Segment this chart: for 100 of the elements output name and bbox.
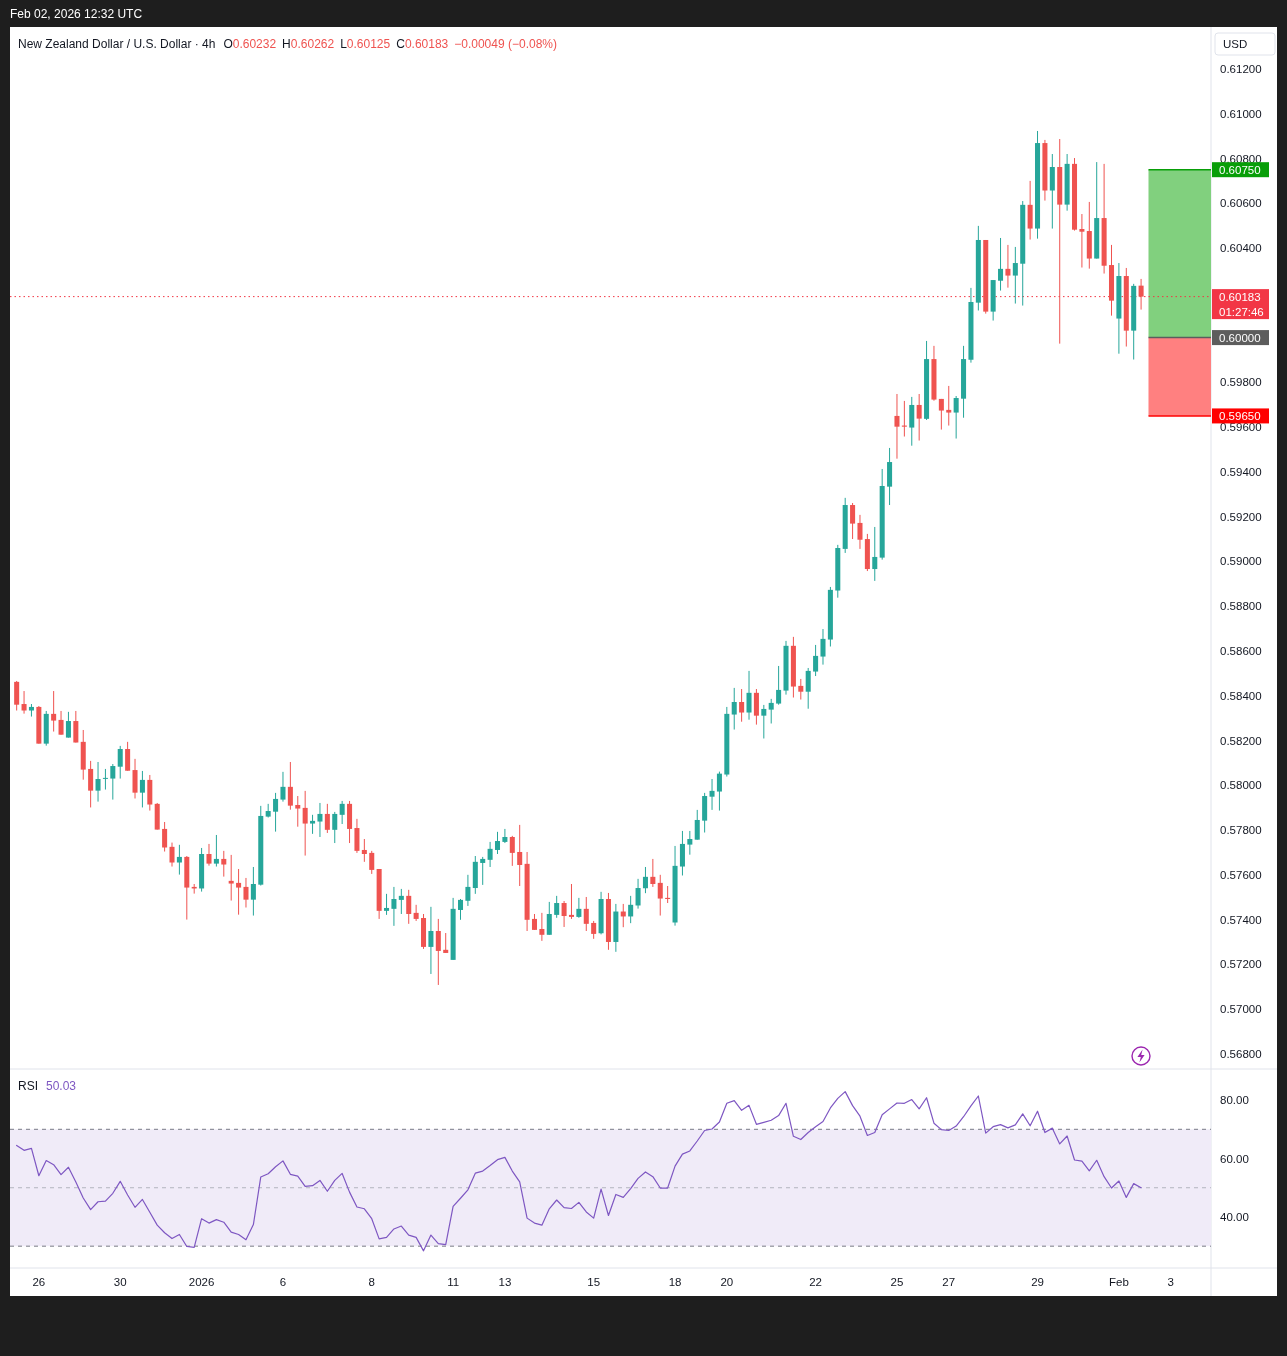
candlestick (1012, 246, 1018, 305)
y-tick-label: 0.60800 (1220, 152, 1262, 165)
candlestick (413, 904, 419, 922)
candlestick (753, 688, 759, 726)
y-tick-label: 0.56800 (1220, 1047, 1262, 1060)
x-tick-label: 22 (809, 1276, 822, 1288)
x-tick-label: Feb (1108, 1276, 1129, 1288)
candlestick (117, 745, 123, 780)
annotation: −0.00049 (−0.08%) (454, 37, 558, 51)
ref-line-label: 0.60000 (1219, 331, 1261, 344)
x-tick-label: 25 (890, 1276, 904, 1288)
y-tick-label: 0.59600 (1220, 421, 1262, 434)
y-tick-label: 0.61200 (1220, 62, 1262, 75)
x-tick-label: 30 (113, 1276, 127, 1288)
candlestick (110, 763, 116, 801)
y-axis-title: USD (1223, 38, 1248, 50)
candlestick (428, 906, 434, 975)
x-tick-label: 15 (587, 1276, 601, 1288)
candlestick (369, 850, 375, 875)
y-tick-label: 60.00 (1220, 1152, 1249, 1165)
x-tick-label: 2026 (188, 1276, 215, 1288)
x-tick-label: 6 (279, 1276, 287, 1288)
candlestick (95, 761, 101, 803)
annotation: C0.60183 (396, 37, 449, 51)
candlestick (916, 393, 922, 442)
candlestick (480, 856, 486, 886)
candlestick (295, 795, 301, 828)
y-tick-label: 0.60600 (1220, 197, 1262, 210)
candlestick (51, 690, 57, 733)
x-tick-label: 27 (942, 1276, 956, 1288)
candlestick (391, 886, 397, 927)
candlestick (650, 858, 656, 888)
candlestick (894, 393, 900, 460)
candlestick (310, 814, 316, 835)
y-tick-label: 0.57400 (1220, 913, 1262, 926)
candlestick (236, 868, 242, 916)
candlestick (139, 770, 145, 808)
y-tick-label: 0.58400 (1220, 689, 1262, 702)
candlestick (361, 838, 367, 863)
candlestick (213, 834, 219, 868)
candlestick (21, 690, 27, 715)
candlestick (162, 821, 168, 853)
text: RSI (18, 1079, 39, 1093)
candlestick (125, 741, 131, 772)
candlestick (14, 680, 20, 712)
candlestick (287, 761, 293, 811)
candlestick (1049, 153, 1055, 230)
candlestick (65, 711, 71, 739)
candlestick (539, 912, 545, 942)
candlestick (657, 874, 663, 917)
candlestick (583, 896, 589, 932)
candlestick (332, 811, 338, 844)
candlestick (435, 918, 441, 986)
candlestick (561, 900, 567, 928)
y-tick-label: 0.58200 (1220, 734, 1262, 747)
candlestick (628, 895, 634, 924)
candlestick (679, 830, 685, 876)
candlestick (250, 866, 256, 917)
ref-line-label: 0.60183 01:27:46 (1219, 290, 1264, 318)
candlestick (850, 502, 856, 540)
y-tick-label: 40.00 (1220, 1210, 1249, 1223)
line-series (16, 1091, 1142, 1252)
x-tick-label: 8 (368, 1276, 375, 1288)
candlestick (324, 803, 330, 834)
candlestick (872, 526, 878, 582)
candlestick (339, 800, 345, 825)
candlestick (546, 901, 552, 936)
y-tick-label: 0.59400 (1220, 465, 1262, 478)
annotation: O0.60232 (223, 37, 277, 51)
candlestick (406, 889, 412, 925)
candlestick (1027, 180, 1033, 241)
candlestick (176, 844, 182, 876)
ref-line-label: 0.60750 (1219, 163, 1261, 176)
candlestick (302, 790, 308, 857)
candlestick (805, 667, 811, 710)
y-tick-label: 0.57800 (1220, 824, 1262, 837)
candlestick (709, 778, 715, 811)
candlestick (517, 824, 523, 887)
text: New Zealand Dollar / U.S. Dollar · 4h (18, 37, 216, 51)
x-tick-label: 11 (447, 1276, 460, 1288)
candlestick (502, 828, 508, 844)
x-tick-label: 20 (720, 1276, 734, 1288)
candlestick (243, 877, 249, 908)
y-tick-label: 0.57600 (1220, 868, 1262, 881)
y-tick-label: 0.60400 (1220, 242, 1262, 255)
candlestick (998, 237, 1004, 292)
candlestick (820, 628, 826, 666)
candlestick (206, 843, 212, 867)
x-tick-label: 18 (668, 1276, 682, 1288)
candlestick (813, 644, 819, 677)
x-tick-label: 13 (498, 1276, 512, 1288)
candlestick (576, 897, 582, 919)
candlestick (73, 710, 79, 744)
candlestick (317, 802, 323, 838)
y-tick-label: 0.59000 (1220, 555, 1262, 568)
candlestick (642, 866, 648, 894)
candlestick (228, 854, 234, 902)
candlestick (398, 888, 404, 915)
y-tick-label: 80.00 (1220, 1094, 1249, 1107)
x-tick-label: 3 (1167, 1276, 1174, 1288)
